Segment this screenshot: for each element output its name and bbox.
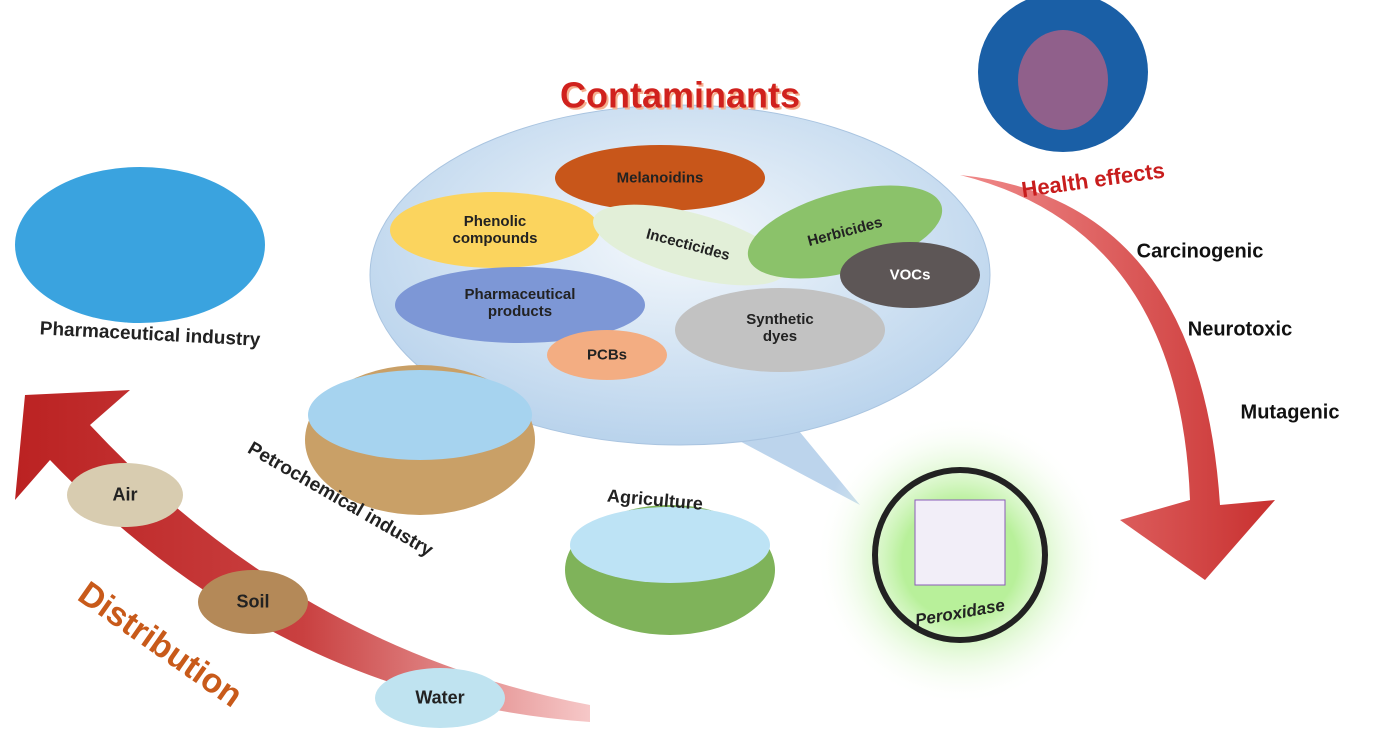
health-effect: Carcinogenic [1137, 241, 1264, 264]
contaminant: Synthetic dyes [730, 311, 830, 346]
contaminant: Pharmaceutical products [435, 286, 605, 321]
contaminant: PCBs [587, 346, 627, 363]
title: Contaminants [560, 74, 800, 115]
petro-sky [308, 370, 532, 460]
contaminant: Phenolic compounds [430, 213, 560, 248]
contaminant: Melanoidins [617, 169, 704, 186]
contaminant: VOCs [890, 266, 931, 283]
agri-sky [570, 507, 770, 583]
page: Contaminants Melanoidins Phenolic compou… [0, 0, 1376, 733]
health-effect: Neurotoxic [1188, 319, 1292, 342]
health-effect: Mutagenic [1241, 402, 1340, 425]
medium: Soil [236, 592, 269, 613]
pharma-image [15, 167, 265, 323]
medium: Air [112, 485, 137, 506]
medium: Water [415, 688, 464, 709]
protein-image [915, 500, 1005, 585]
lungs [1018, 30, 1108, 130]
